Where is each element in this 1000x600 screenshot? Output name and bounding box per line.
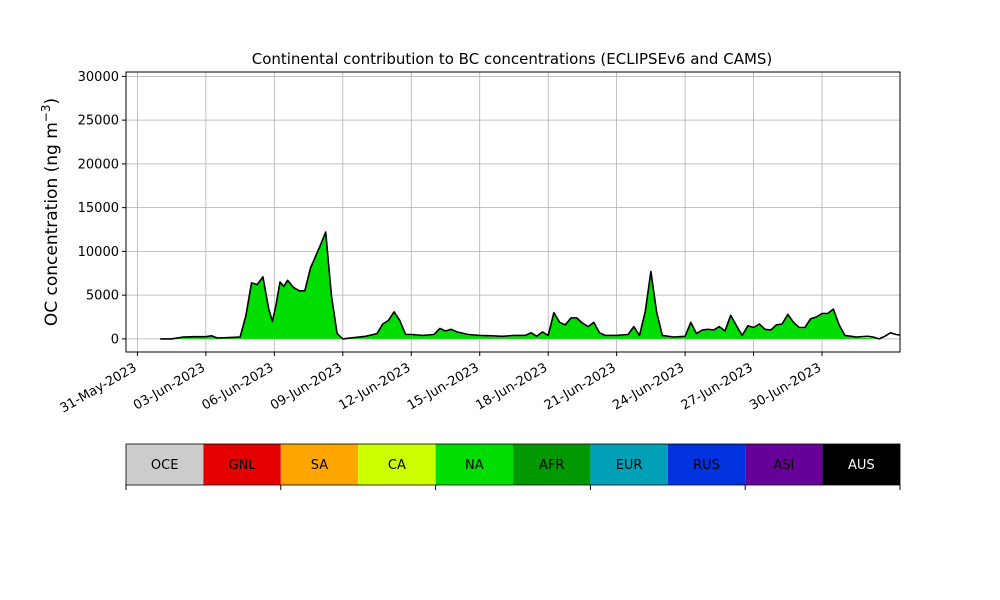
x-tick-label: 03-Jun-2023: [131, 360, 208, 413]
legend-swatch-sa: [280, 444, 359, 485]
series-outline-aus: [160, 231, 900, 340]
legend-swatch-oce: [126, 444, 204, 485]
series-area-na: [160, 233, 880, 339]
legend-swatch-ca: [358, 444, 436, 485]
x-tick-label: 06-Jun-2023: [200, 360, 277, 413]
plot-frame: [125, 71, 901, 353]
y-tick-label: 25000: [78, 114, 119, 129]
x-tick-label: 09-Jun-2023: [268, 360, 345, 413]
x-tick-label: 15-Jun-2023: [405, 360, 482, 413]
axes: 0 5000 10000 15000 20000 25000 30000 31-May-202…: [58, 70, 824, 416]
legend-label-afr: AFR: [539, 458, 564, 473]
y-tick-label: 20000: [78, 157, 119, 172]
legend-label-ca: CA: [388, 458, 406, 473]
chart-title: Continental contribution to BC concentra…: [252, 50, 773, 68]
y-axis-label-unit-power: −3: [39, 104, 53, 122]
legend-label-gnl: GNL: [229, 458, 257, 473]
legend-label-eur: EUR: [616, 458, 643, 473]
grid: [126, 72, 900, 352]
legend-label-na: NA: [465, 458, 484, 473]
legend-swatch-asi: [745, 444, 823, 485]
legend-swatch-rus: [667, 444, 746, 485]
legend-swatch-eur: [590, 444, 668, 485]
x-tick-label: 24-Jun-2023: [610, 360, 687, 413]
y-axis-label-suffix: ): [42, 98, 62, 105]
legend-label-oce: OCE: [151, 458, 179, 473]
legend-swatch-aus: [822, 444, 900, 485]
legend-label-rus: RUS: [693, 458, 720, 473]
series-layer: [160, 231, 900, 340]
y-tick-label: 0: [111, 332, 119, 347]
legend-swatch-afr: [513, 444, 591, 485]
x-tick-label: 30-Jun-2023: [747, 360, 824, 413]
legend-frame: [125, 443, 901, 486]
legend-label-asi: ASI: [773, 458, 794, 473]
legend-label-sa: SA: [311, 458, 328, 473]
y-axis-label-text: OC concentration (ng m: [42, 122, 62, 326]
y-axis-label: OC concentration (ng m−3): [39, 98, 62, 326]
legend-swatch-gnl: [203, 444, 281, 485]
y-tick-label: 10000: [78, 245, 119, 260]
legend: OCE GNL SA CA NA AFR EUR RUS ASI AUS: [125, 443, 901, 490]
legend-swatch-na: [435, 444, 513, 485]
x-tick-label: 21-Jun-2023: [542, 360, 619, 413]
x-tick-label: 27-Jun-2023: [679, 360, 756, 413]
x-tick-label: 12-Jun-2023: [336, 360, 413, 413]
y-tick-label: 15000: [78, 201, 119, 216]
legend-label-aus: AUS: [848, 458, 875, 473]
y-tick-label: 30000: [78, 70, 119, 85]
y-tick-label: 5000: [86, 289, 119, 304]
x-tick-label: 18-Jun-2023: [473, 360, 550, 413]
x-tick-label: 31-May-2023: [58, 360, 140, 416]
